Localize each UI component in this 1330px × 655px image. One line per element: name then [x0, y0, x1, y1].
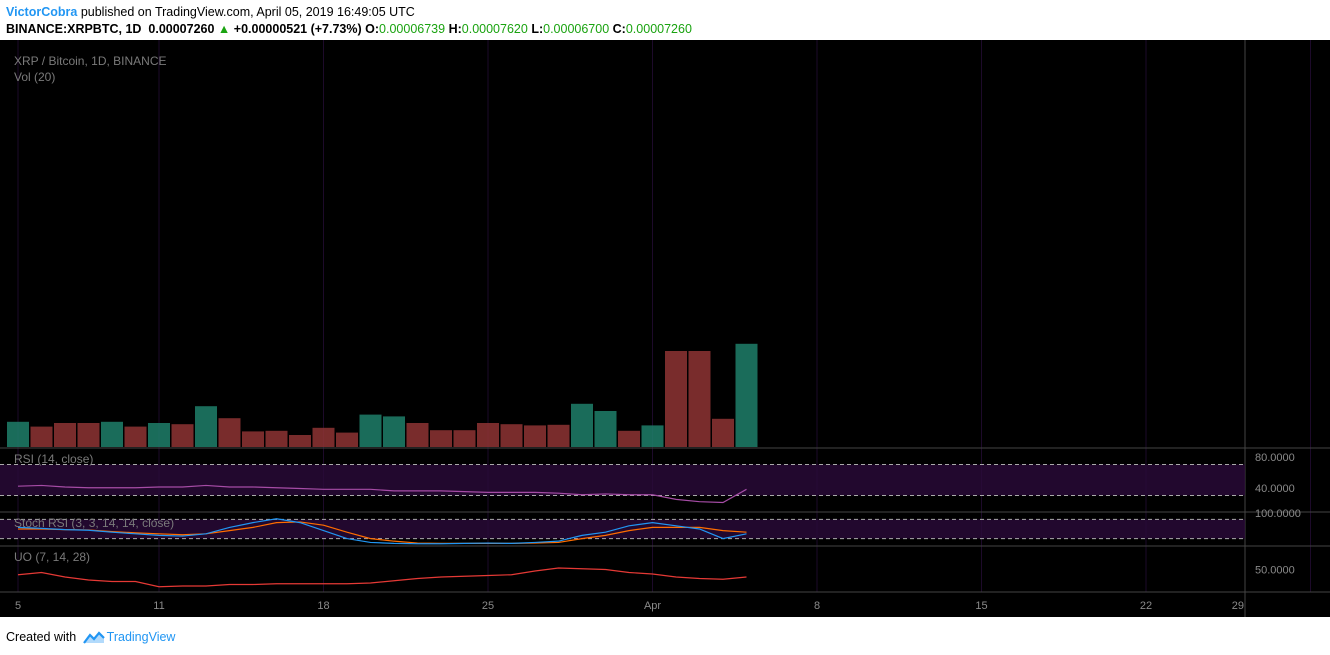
- volume-bar: [688, 351, 711, 447]
- tradingview-brand-link[interactable]: TradingView: [106, 630, 176, 644]
- volume-bar: [218, 418, 241, 447]
- volume-bar: [571, 403, 593, 447]
- symbol-price: 0.00007260: [148, 22, 215, 36]
- volume-legend: Vol (20): [14, 70, 55, 84]
- symbol-line: BINANCE:XRPBTC, 1D 0.00007260 ▲ +0.00000…: [6, 22, 692, 36]
- volume-bar: [453, 430, 476, 447]
- plot-background: [0, 40, 1245, 592]
- up-triangle-icon: ▲: [217, 22, 231, 36]
- volume-bar: [359, 414, 382, 447]
- volume-bar: [312, 427, 335, 447]
- open-value: 0.00006739: [379, 22, 446, 36]
- stoch-k-line: [17, 518, 747, 545]
- uo-legend: UO (7, 14, 28): [14, 550, 90, 564]
- volume-bar: [265, 430, 288, 447]
- chart-header: VictorCobra published on TradingView.com…: [0, 0, 1330, 40]
- volume-bar: [195, 406, 217, 447]
- volume-bar: [665, 351, 687, 447]
- volume-bar: [7, 421, 29, 447]
- volume-bar: [124, 426, 147, 447]
- author-link[interactable]: VictorCobra: [6, 5, 78, 19]
- time-tick-label: 8: [814, 600, 820, 612]
- footer: Created with TradingView: [6, 630, 175, 644]
- volume-bar: [101, 421, 123, 447]
- stoch-legend: Stoch RSI (3, 3, 14, 14, close): [14, 516, 174, 530]
- volume-bar: [242, 431, 264, 447]
- rsi-band-fill: [0, 464, 1245, 496]
- rsi-tick-label: 40.0000: [1255, 483, 1295, 495]
- stoch-tick-label: 100.0000: [1255, 508, 1301, 520]
- publish-line: VictorCobra published on TradingView.com…: [6, 5, 415, 19]
- time-tick-label: 29: [1232, 600, 1244, 612]
- tradingview-logo-icon: [82, 631, 105, 644]
- volume-bar: [641, 425, 664, 447]
- main-legend: XRP / Bitcoin, 1D, BINANCE: [14, 54, 167, 68]
- uo-line: [17, 567, 747, 588]
- volume-bar: [430, 430, 452, 447]
- volume-bar: [547, 424, 570, 447]
- time-tick-label: Apr: [644, 600, 661, 612]
- volume-bar: [524, 425, 546, 447]
- volume-bar: [54, 423, 76, 447]
- stoch-band-fill: [0, 519, 1245, 539]
- uo-tick-label: 50.0000: [1255, 565, 1295, 577]
- price-axis-background: [1245, 40, 1330, 617]
- volume-bar: [336, 432, 358, 447]
- volume-bar: [477, 423, 499, 447]
- high-label: H:: [448, 22, 462, 36]
- rsi-legend: RSI (14, close): [14, 452, 93, 466]
- volume-bar: [712, 418, 734, 447]
- volume-bar: [383, 416, 405, 447]
- volume-bar: [618, 430, 640, 447]
- time-tick-label: 25: [482, 600, 494, 612]
- volume-bar: [30, 426, 53, 447]
- time-tick-label: 11: [153, 600, 164, 612]
- volume-bar: [594, 411, 617, 447]
- volume-bar: [148, 423, 170, 447]
- stoch-d-line: [18, 521, 747, 544]
- volume-bar: [171, 424, 194, 447]
- time-axis-background: [0, 592, 1245, 617]
- open-label: O:: [365, 22, 380, 36]
- time-tick-label: 22: [1140, 600, 1152, 612]
- published-text: published on TradingView.com, April 05, …: [80, 5, 415, 19]
- volume-bar: [77, 423, 100, 447]
- close-label: C:: [612, 22, 626, 36]
- symbol-name: BINANCE:XRPBTC, 1D: [6, 22, 142, 36]
- high-value: 0.00007620: [461, 22, 528, 36]
- low-value: 0.00006700: [543, 22, 610, 36]
- symbol-change: +0.00000521 (+7.73%): [233, 22, 362, 36]
- volume-bar: [500, 424, 523, 447]
- rsi-tick-label: 80.0000: [1255, 452, 1295, 464]
- time-tick-label: 15: [975, 600, 987, 612]
- rsi-line: [17, 484, 747, 504]
- low-label: L:: [531, 22, 544, 36]
- volume-bar: [735, 343, 758, 447]
- time-tick-label: 5: [15, 600, 21, 612]
- chart-canvas[interactable]: 0.000090000.000088000.000086000.00008400…: [0, 40, 1330, 617]
- volume-bar: [406, 423, 429, 447]
- created-with-text: Created with: [6, 630, 77, 644]
- close-value: 0.00007260: [625, 22, 692, 36]
- volume-bar: [289, 435, 311, 447]
- time-tick-label: 18: [317, 600, 329, 612]
